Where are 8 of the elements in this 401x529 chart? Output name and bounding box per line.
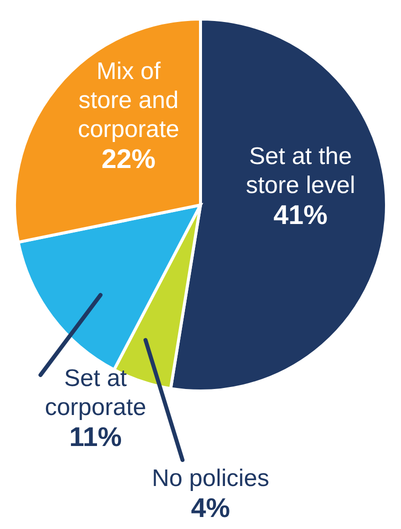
slice-label: No policies bbox=[152, 465, 270, 492]
data-label: 22% bbox=[101, 144, 156, 174]
data-label: 4% bbox=[190, 493, 230, 523]
slice-label: Mix of store and corporate bbox=[78, 58, 180, 143]
data-label: 11% bbox=[69, 422, 122, 452]
data-label: 41% bbox=[273, 200, 328, 230]
slice-label: Set at corporate bbox=[44, 365, 146, 421]
slice-label: Set at the store level bbox=[246, 143, 356, 199]
